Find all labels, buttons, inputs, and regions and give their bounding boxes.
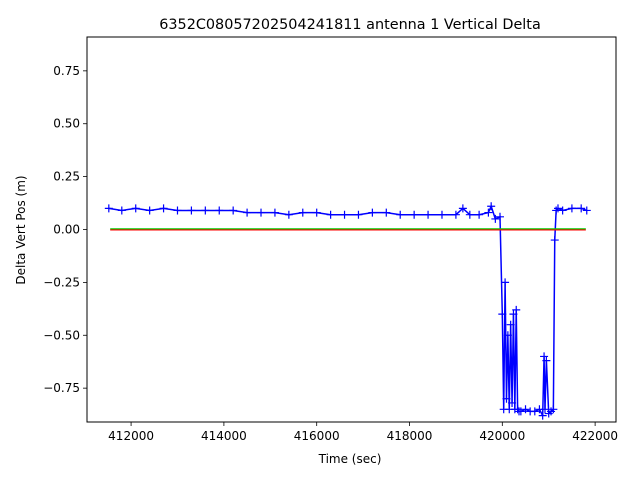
y-tick-label: 0.25 [53,170,80,184]
data-point [396,210,405,219]
data-point [506,320,515,329]
y-tick-label: 0.00 [53,223,80,237]
data-point [498,310,507,319]
data-point [354,210,363,219]
data-point [117,206,126,215]
chart-title: 6352C08057202504241811 antenna 1 Vertica… [159,17,541,33]
data-point [541,405,550,414]
data-point [540,352,549,361]
x-tick-label: 416000 [294,429,340,443]
data-point [410,210,419,219]
data-point [549,405,558,414]
data-point [368,208,377,217]
data-point [382,208,391,217]
data-point [502,394,511,403]
x-tick-label: 422000 [572,429,618,443]
data-point [298,208,307,217]
data-point [340,210,349,219]
data-point [326,210,335,219]
data-point [465,210,474,219]
y-axis-label: Delta Vert Pos (m) [14,175,28,284]
data-point [530,407,539,416]
data-point [538,411,547,420]
data-point [503,331,512,340]
data-point [451,210,460,219]
data-point [512,305,521,314]
x-tick-label: 420000 [479,429,525,443]
data-point [201,206,210,215]
x-axis-label: Time (sec) [318,452,382,466]
data-point [257,208,266,217]
data-point [187,206,196,215]
y-tick-label: −0.75 [43,381,80,395]
data-point [229,206,238,215]
plot-area [104,202,591,420]
x-axis: 412000 414000 416000 418000 420000 422000 [108,422,618,443]
data-point [475,210,484,219]
data-point [542,356,551,365]
data-point [145,206,154,215]
y-tick-label: −0.50 [43,328,80,342]
data-point [131,204,140,213]
x-tick-label: 418000 [387,429,433,443]
data-point [437,210,446,219]
y-tick-label: −0.25 [43,275,80,289]
series-0 [104,202,591,420]
data-point [501,278,510,287]
data-point [495,212,504,221]
data-point [508,398,517,407]
data-point [284,210,293,219]
data-point [104,204,113,213]
data-point [509,310,518,319]
data-point [558,206,567,215]
data-point [173,206,182,215]
data-point [521,405,530,414]
data-point [577,204,586,213]
data-point [312,208,321,217]
y-tick-label: 0.75 [53,64,80,78]
data-point [553,204,562,213]
data-point [567,204,576,213]
data-point [550,236,559,245]
data-point [458,204,467,213]
data-point [270,208,279,217]
x-tick-label: 414000 [201,429,247,443]
data-point [582,206,591,215]
data-point [215,206,224,215]
data-point [487,202,496,211]
data-point [491,214,500,223]
data-point [424,210,433,219]
data-point [516,407,525,416]
y-tick-label: 0.50 [53,117,80,131]
data-point [159,204,168,213]
data-point [484,208,493,217]
data-point [243,208,252,217]
y-axis: −0.75 −0.50 −0.25 0.00 0.25 0.50 0.75 [43,64,87,395]
x-tick-label: 412000 [108,429,154,443]
